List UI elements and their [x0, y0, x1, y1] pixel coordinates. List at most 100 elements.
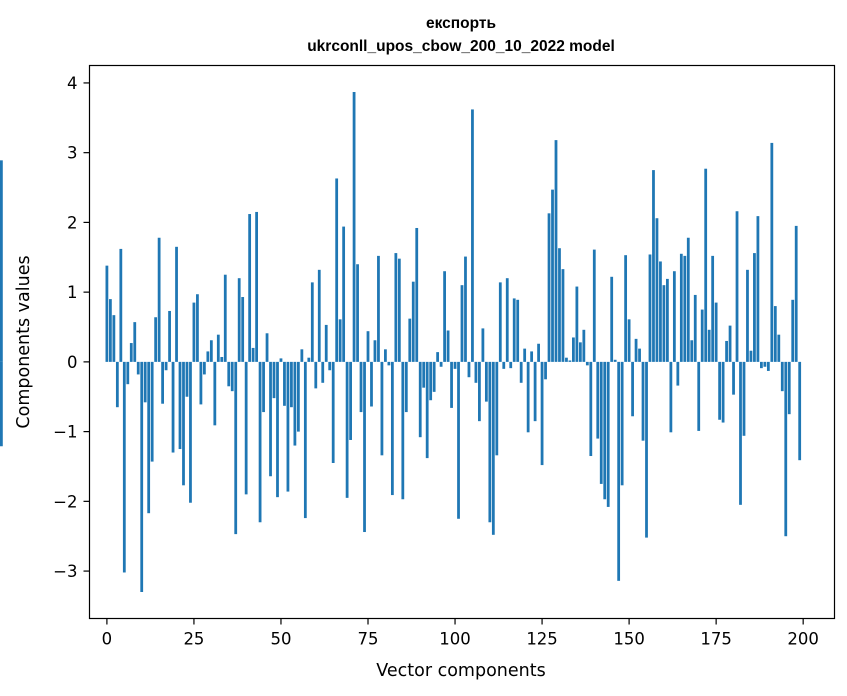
bar: [572, 337, 575, 362]
bar: [575, 286, 579, 362]
bar: [798, 361, 802, 461]
bar: [182, 361, 185, 486]
bar: [498, 282, 502, 362]
bar: [711, 255, 715, 362]
bar: [770, 142, 774, 362]
bar: [328, 361, 332, 371]
bar: [384, 349, 387, 362]
bar: [164, 361, 168, 371]
bar: [286, 361, 290, 492]
bar: [509, 361, 513, 369]
bar: [425, 361, 429, 459]
bar: [276, 361, 279, 498]
bar: [147, 361, 151, 514]
bar: [596, 361, 600, 439]
bar: [356, 264, 359, 362]
bar: [631, 361, 634, 417]
y-tick-label: 2: [67, 213, 78, 232]
bar: [516, 299, 520, 362]
bar: [718, 361, 722, 420]
bar: [377, 255, 380, 362]
y-axis-label: Components values: [14, 255, 34, 428]
bars-group: [0, 91, 802, 593]
bar: [370, 361, 373, 407]
bar: [175, 246, 178, 362]
bar: [533, 361, 537, 422]
bar: [387, 361, 391, 366]
bar: [143, 361, 147, 403]
bar: [544, 361, 547, 380]
bar: [115, 361, 119, 408]
bar: [363, 361, 366, 533]
bar: [154, 317, 158, 362]
bar: [283, 361, 286, 406]
bar: [397, 258, 401, 362]
bar: [627, 319, 631, 362]
bar: [122, 361, 126, 573]
bar: [359, 361, 363, 413]
bar: [310, 282, 314, 362]
bar: [209, 340, 213, 362]
bar: [610, 276, 614, 362]
y-tick-label: 1: [67, 283, 78, 302]
bar: [255, 211, 258, 362]
bar: [749, 350, 753, 362]
bar: [763, 361, 767, 367]
bar: [192, 302, 196, 362]
bar: [119, 248, 123, 362]
bar: [753, 253, 756, 362]
bar: [411, 281, 415, 362]
x-tick-label: 125: [526, 630, 558, 649]
bar: [606, 361, 610, 507]
bar: [645, 361, 648, 538]
bar: [505, 278, 509, 362]
bar: [0, 361, 3, 447]
x-tick-label: 175: [700, 630, 732, 649]
bar: [133, 322, 137, 362]
bar: [512, 298, 516, 362]
bar: [739, 361, 742, 505]
bar: [168, 310, 171, 362]
bar: [599, 361, 603, 484]
bar: [491, 361, 495, 535]
bar: [777, 334, 781, 362]
bar: [418, 361, 422, 438]
x-tick-label: 75: [358, 630, 379, 649]
bar: [464, 256, 467, 362]
bar: [129, 343, 133, 362]
bar: [213, 361, 217, 426]
x-tick-label: 25: [183, 630, 204, 649]
bar: [732, 361, 735, 395]
bar: [307, 357, 311, 362]
bar: [672, 271, 676, 362]
bar: [112, 315, 116, 362]
bar: [136, 361, 140, 375]
bar: [185, 361, 189, 397]
bar: [773, 306, 777, 362]
bar: [0, 160, 3, 362]
bar: [641, 361, 645, 441]
bar: [262, 361, 265, 413]
bar: [766, 361, 770, 371]
bar: [157, 237, 161, 362]
bar: [331, 361, 335, 463]
bar: [756, 216, 760, 362]
bar: [380, 361, 384, 456]
bar: [537, 343, 540, 362]
bar: [568, 360, 572, 362]
bar: [669, 361, 673, 433]
bar: [279, 358, 283, 362]
bar: [453, 361, 457, 369]
bar: [700, 309, 704, 362]
bar: [108, 299, 112, 362]
bar: [234, 361, 238, 535]
bar: [791, 299, 795, 362]
bar: [446, 330, 450, 362]
bar: [223, 274, 227, 362]
bar: [558, 248, 561, 362]
bar: [617, 361, 621, 581]
y-tick-label: −1: [53, 423, 77, 442]
bar: [679, 253, 683, 362]
bar: [526, 361, 530, 433]
bar: [478, 361, 481, 422]
